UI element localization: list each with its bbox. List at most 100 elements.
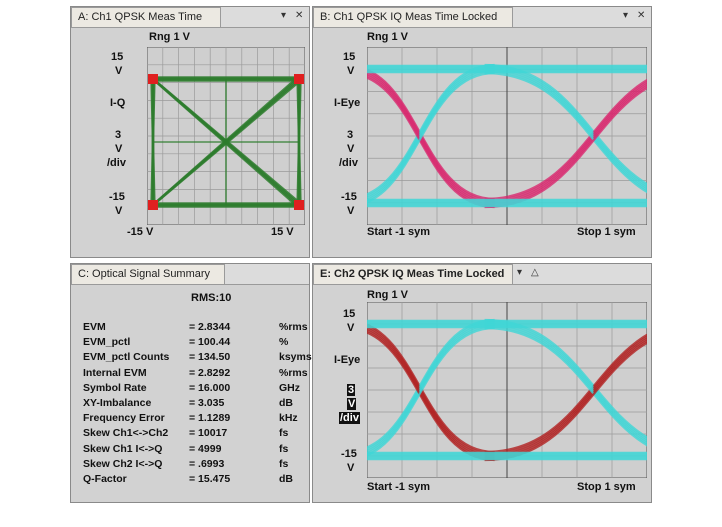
pin-icon[interactable]: ▾ (281, 10, 287, 21)
summary-row: Frequency Error = 1.1289 kHz (83, 412, 323, 427)
y-label-scale[interactable]: 3 (347, 384, 356, 396)
constellation-trace (150, 80, 156, 207)
metric-name: Symbol Rate (83, 381, 147, 394)
x-label-stop: Stop 1 sym (577, 481, 636, 493)
y-label-axis: I-Q (110, 97, 126, 109)
metric-unit: ksyms (279, 351, 312, 364)
y-label-scale-unit: V (115, 143, 123, 155)
symbol-point (148, 74, 158, 84)
x-label-right: 15 V (271, 226, 294, 238)
y-label-scale-unit: V (347, 143, 355, 155)
metric-unit: fs (279, 457, 289, 470)
summary-row: Symbol Rate = 16.000 GHz (83, 382, 323, 397)
constellation-trace (296, 80, 302, 207)
close-icon[interactable]: ✕ (637, 10, 646, 21)
summary-row: Skew Ch1<->Ch2 = 10017 fs (83, 427, 323, 442)
dropdown-icon[interactable]: ▾ (517, 267, 523, 278)
eye-trace (484, 337, 647, 458)
eye-trace (484, 339, 647, 460)
y-label-div[interactable]: /div (339, 412, 360, 424)
metric-name: Skew Ch1<->Ch2 (83, 427, 169, 440)
metric-value: = 4999 (189, 442, 222, 455)
pane-a-tab[interactable]: A: Ch1 QPSK Meas Time (71, 7, 221, 27)
eye-trace (484, 82, 647, 205)
y-label-top-unit: V (115, 65, 123, 77)
summary-row: Skew Ch1 I<->Q = 4999 fs (83, 443, 323, 458)
y-label-top-unit: V (347, 65, 355, 77)
range-label: Rng 1 V (367, 31, 408, 43)
pane-e-tab[interactable]: E: Ch2 QPSK IQ Meas Time Locked (313, 264, 513, 284)
y-label-top: 15 (111, 51, 124, 63)
x-label-start: Start -1 sym (367, 226, 430, 238)
range-label: Rng 1 V (367, 289, 408, 301)
symbol-point (294, 74, 304, 84)
eye-diagram-ch1 (367, 47, 647, 225)
pane-a-constellation: A: Ch1 QPSK Meas Time ▾ ✕ Rng 1 V 15 V I… (70, 6, 310, 258)
summary-row: XY-Imbalance = 3.035 dB (83, 397, 323, 412)
y-label-scale: 3 (115, 129, 122, 141)
eye-trace (484, 78, 647, 201)
pane-c-summary: C: Optical Signal Summary RMS:10 EVM = 2.… (70, 263, 312, 503)
eye-trace (484, 84, 647, 207)
metric-value: = 2.8344 (189, 321, 231, 333)
summary-row: Q-Factor = 15.475 dB (83, 473, 323, 488)
metric-name: XY-Imbalance (83, 397, 152, 409)
y-label-div: /div (107, 157, 126, 169)
metric-name: EVM (83, 321, 106, 333)
pane-c-tab[interactable]: C: Optical Signal Summary (71, 264, 225, 284)
summary-row: EVM = 2.8344 %rms (83, 321, 323, 336)
metric-value: = 1.1289 (189, 412, 231, 425)
metric-unit: dB (279, 473, 293, 485)
y-label-scale-unit[interactable]: V (347, 398, 357, 410)
eye-trace (484, 80, 647, 203)
metric-name: Internal EVM (83, 366, 147, 379)
y-label-scale: 3 (347, 129, 354, 141)
metric-value: = .6993 (189, 457, 225, 470)
metric-value: = 15.475 (189, 473, 231, 485)
eye-diagram-ch2 (367, 302, 647, 478)
summary-row: Skew Ch2 I<->Q = .6993 fs (83, 458, 323, 473)
y-label-axis: I-Eye (334, 354, 361, 366)
y-label-axis: I-Eye (334, 97, 361, 109)
warning-icon: △ (531, 267, 539, 278)
y-label-bottom-unit: V (347, 205, 355, 217)
metric-unit: %rms (279, 321, 308, 333)
rms-label: RMS:10 (191, 292, 232, 304)
metric-name: EVM_pctl (83, 336, 131, 349)
summary-row: Internal EVM = 2.8292 %rms (83, 367, 323, 382)
eye-trace (484, 333, 647, 454)
metric-value: = 2.8292 (189, 366, 231, 379)
eye-trace (484, 335, 647, 456)
metric-value: = 3.035 (189, 397, 225, 409)
x-label-stop: Stop 1 sym (577, 226, 636, 238)
y-label-bottom-unit: V (115, 205, 123, 217)
metric-value: = 10017 (189, 427, 228, 440)
metric-unit: fs (279, 442, 289, 455)
pin-icon[interactable]: ▾ (623, 10, 629, 21)
metric-unit: GHz (279, 381, 300, 394)
metric-value: = 16.000 (189, 381, 231, 394)
symbol-point (294, 200, 304, 210)
metric-unit: kHz (279, 412, 298, 425)
symbol-point (148, 200, 158, 210)
x-label-left: -15 V (127, 226, 154, 238)
pane-b-eye: B: Ch1 QPSK IQ Meas Time Locked ▾ ✕ Rng … (312, 6, 652, 258)
metric-unit: % (279, 336, 289, 349)
metric-name: Frequency Error (83, 412, 165, 425)
y-label-bottom: -15 (109, 191, 125, 203)
metric-value: = 100.44 (189, 336, 231, 349)
metric-unit: dB (279, 397, 293, 409)
metric-name: EVM_pctl Counts (83, 351, 170, 364)
y-label-top: 15 (343, 51, 356, 63)
pane-b-tab[interactable]: B: Ch1 QPSK IQ Meas Time Locked (313, 7, 513, 27)
summary-row: EVM_pctl = 100.44% (83, 336, 323, 351)
metric-unit: %rms (279, 366, 308, 379)
metric-name: Skew Ch2 I<->Q (83, 457, 163, 470)
y-label-bottom: -15 (341, 448, 357, 460)
summary-row: EVM_pctl Counts = 134.50 ksyms (83, 351, 323, 366)
y-label-bottom: -15 (341, 191, 357, 203)
pane-e-eye: E: Ch2 QPSK IQ Meas Time Locked ▾ △ Rng … (312, 263, 652, 503)
y-label-top-unit: V (347, 322, 355, 334)
range-label: Rng 1 V (149, 31, 190, 43)
close-icon[interactable]: ✕ (295, 10, 304, 21)
